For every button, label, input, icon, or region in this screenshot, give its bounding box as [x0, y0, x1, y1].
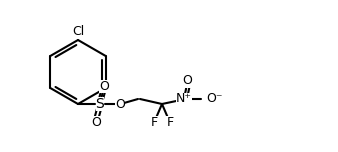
- Text: O: O: [115, 97, 125, 111]
- Text: Cl: Cl: [72, 25, 84, 38]
- Text: O⁻: O⁻: [206, 93, 222, 105]
- Text: F: F: [150, 116, 158, 128]
- Text: O: O: [91, 116, 101, 128]
- Text: O: O: [182, 74, 192, 88]
- Text: F: F: [166, 116, 173, 128]
- Text: N⁺: N⁺: [176, 93, 192, 105]
- Text: S: S: [96, 97, 104, 111]
- Text: O: O: [99, 79, 109, 93]
